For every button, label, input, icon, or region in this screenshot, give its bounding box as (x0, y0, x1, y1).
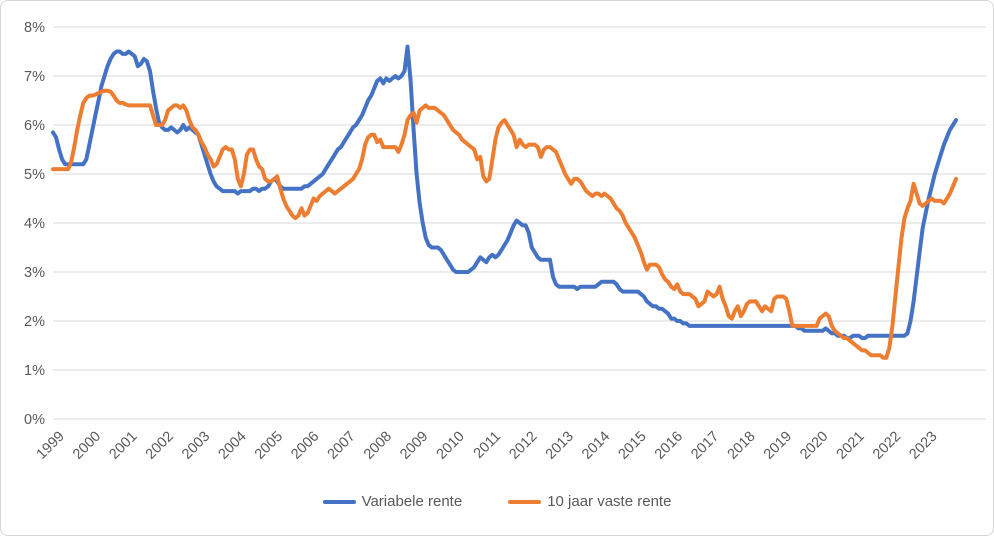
x-axis-year-label: 2022 (870, 429, 904, 463)
series-line-10-jaar-vaste-rente (51, 88, 958, 360)
x-axis-year-label: 2001 (106, 429, 140, 463)
legend-item-variabele-rente: Variabele rente (322, 493, 463, 510)
series-line-variabele-rente (51, 44, 958, 341)
x-axis-year-label: 2016 (652, 429, 686, 463)
legend-label-variabele-rente: Variabele rente (361, 493, 463, 510)
x-axis-year-label: 2021 (834, 429, 868, 463)
x-axis-year-label: 2000 (70, 429, 104, 463)
y-axis-tick-label: 1% (24, 363, 45, 379)
line-chart-plot-area: 0%1%2%3%4%5%6%7%8%1999 2000 2001 2002 2003 20… (24, 20, 986, 463)
y-axis-tick-label: 5% (24, 167, 45, 183)
vaste-rente-line-swatch (508, 499, 542, 504)
y-axis-tick-label: 7% (24, 69, 45, 85)
variabele-rente-line-swatch (322, 499, 356, 504)
x-axis-year-label: 2004 (216, 429, 250, 463)
x-axis-year-label: 2010 (434, 429, 468, 463)
x-axis-year-label: 2013 (543, 429, 577, 463)
x-axis-year-label: 2019 (761, 429, 795, 463)
chart-legend: Variabele rente 10 jaar vaste rente (1, 493, 993, 510)
x-axis-year-label: 2009 (397, 429, 431, 463)
y-axis-tick-label: 0% (24, 412, 45, 428)
x-axis-year-label: 1999 (34, 429, 68, 463)
x-axis-year-label: 2011 (471, 429, 504, 462)
y-axis-tick-label: 2% (24, 314, 45, 330)
x-axis-year-label: 2002 (143, 429, 177, 463)
x-axis-year-label: 2006 (288, 429, 322, 463)
x-axis-year-label: 2014 (579, 429, 613, 463)
x-axis-year-label: 2003 (179, 429, 213, 463)
legend-item-10-jaar-vaste-rente: 10 jaar vaste rente (508, 493, 671, 510)
legend-label-10-jaar-vaste-rente: 10 jaar vaste rente (547, 493, 672, 510)
x-axis-year-label: 2023 (906, 429, 940, 463)
y-axis-tick-label: 3% (24, 265, 45, 281)
x-axis-year-label: 2005 (252, 429, 286, 463)
x-axis-year-label: 2018 (725, 429, 759, 463)
x-axis-year-label: 2017 (688, 429, 722, 463)
y-axis-tick-label: 6% (24, 118, 45, 134)
x-axis-year-label: 2007 (325, 429, 359, 463)
x-axis-year-label: 2008 (361, 429, 395, 463)
y-axis-tick-label: 4% (24, 216, 45, 232)
x-axis-year-label: 2020 (797, 429, 831, 463)
x-axis-year-label: 2015 (615, 429, 649, 463)
x-axis-year-label: 2012 (506, 429, 540, 463)
y-axis-tick-label: 8% (24, 20, 45, 36)
